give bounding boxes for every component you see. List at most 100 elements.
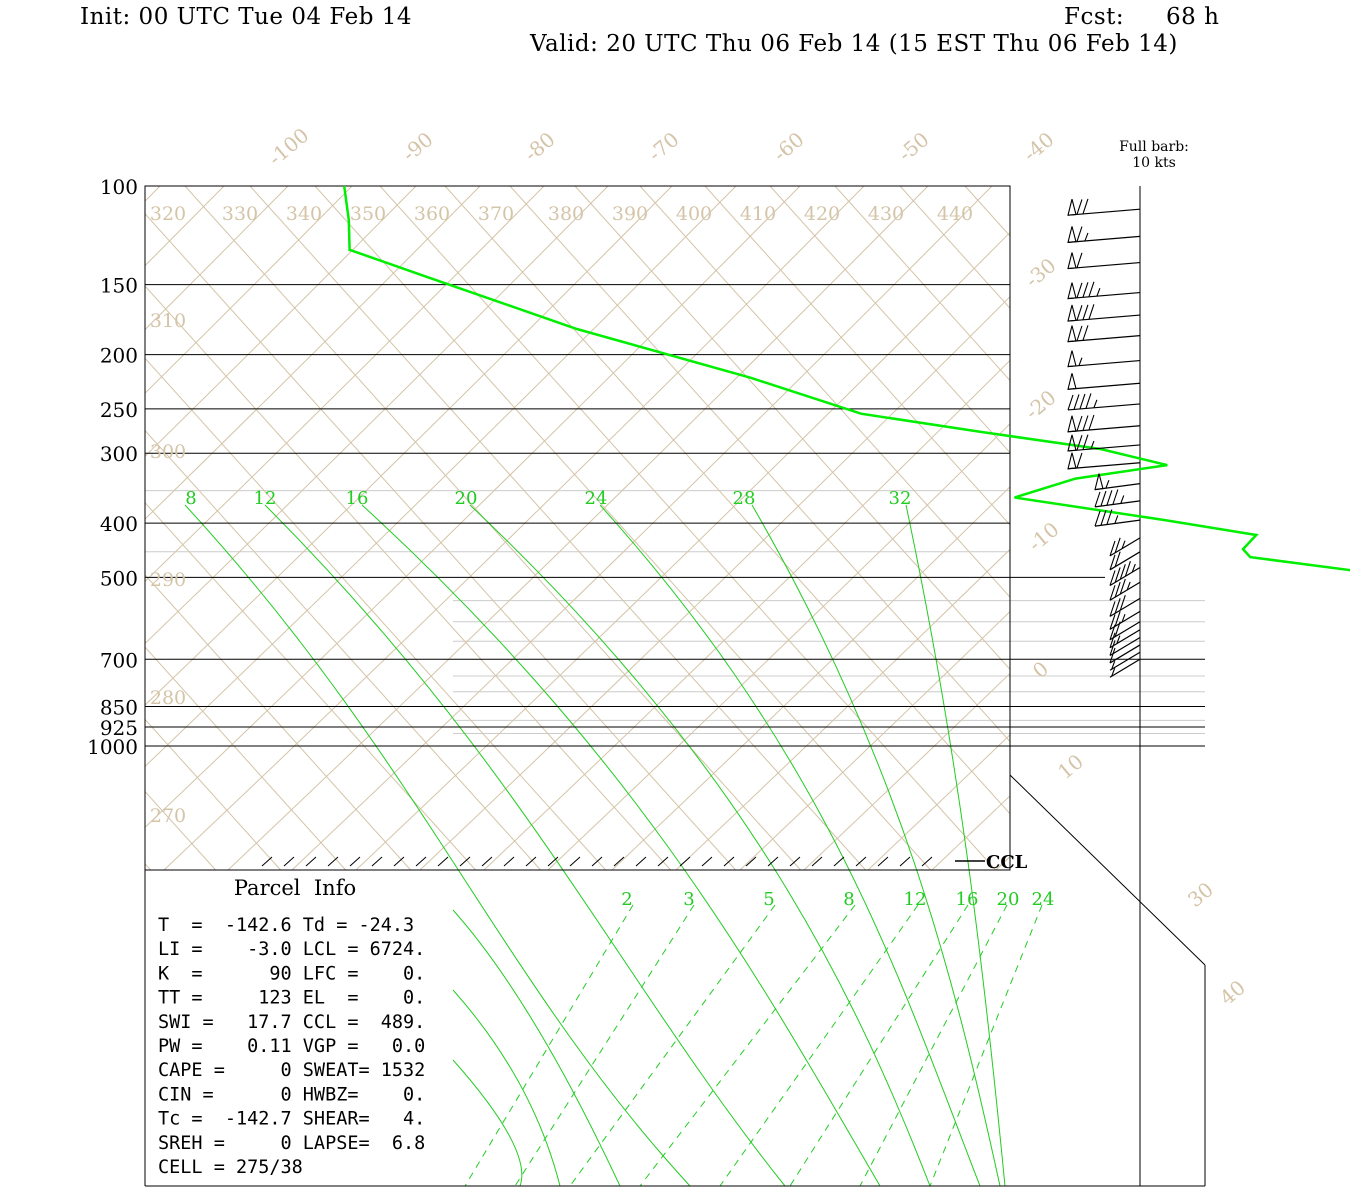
isotherm-line (184, 186, 801, 870)
mixing-ratio-label: 2 (621, 889, 632, 910)
barb-shaft (1109, 566, 1141, 587)
barb-shaft (1094, 500, 1141, 508)
lower-diagram-clip (453, 904, 1043, 1186)
temperature-label: -60 (768, 127, 808, 166)
hatch-mark (921, 856, 933, 867)
dry-adiabat-line (145, 186, 289, 331)
upper-diagram-clip (0, 186, 1350, 870)
temperature-label: -50 (893, 127, 933, 166)
barb-shaft (1067, 208, 1141, 216)
barb-pennant (1067, 282, 1077, 300)
parcel-info-row: K = 90 LFC = 0. (158, 963, 425, 984)
ccl-label: CCL (986, 852, 1028, 873)
temperature-label: -70 (643, 127, 683, 166)
temperature-label: 40 (1215, 975, 1250, 1010)
dry-adiabat-line (145, 186, 417, 458)
barb-full-tick (1124, 561, 1131, 577)
parcel-info-panel: Parcel Info T = -142.6 Td = -24.3 LI = -3.… (146, 871, 452, 1185)
barb-legend-line2: 10 kts (1132, 155, 1176, 171)
temperature-label: 10 (1053, 749, 1088, 784)
isotherm-line (0, 186, 86, 870)
barb-full-tick (1114, 567, 1121, 583)
dry-adiabat-line (611, 486, 1010, 870)
forecast-header: Init: 00 UTC Tue 04 Feb 14 Fcst: 68 h Va… (0, 0, 1350, 70)
moist-adiabat-line (751, 504, 1001, 1187)
hatch-mark (613, 856, 625, 867)
wind-barb (1067, 434, 1141, 452)
frame-layer (144, 185, 1206, 1187)
moist-adiabat-line (599, 504, 981, 1187)
barb-full-tick (1109, 624, 1116, 640)
parcel-info-row: CELL = 275/38 (158, 1157, 303, 1178)
isotherm-line (639, 186, 1010, 598)
temperature-label: -20 (1020, 385, 1060, 424)
wind-barb (1067, 414, 1141, 433)
parcel-info-row: CAPE = 0 SWEAT= 1532 (158, 1060, 425, 1081)
barb-half-tick (1090, 440, 1095, 450)
barb-half-tick (1111, 660, 1116, 670)
dry-adiabat-line (803, 672, 1010, 870)
dry-adiabat-line (0, 186, 96, 870)
barb-shaft (1109, 636, 1141, 656)
moist-adiabat-line (184, 504, 691, 1187)
isotherm-line (145, 429, 541, 870)
hatch-mark (745, 856, 757, 867)
barb-half-tick (1111, 668, 1116, 677)
barb-half-tick (1120, 495, 1125, 504)
moist-adiabat-label: 8 (185, 488, 196, 509)
temperature-label: -80 (519, 127, 559, 166)
wind-barb (1109, 561, 1141, 587)
hatch-mark (283, 856, 295, 867)
moist-adiabat-label: 28 (733, 488, 756, 509)
mixing-ratio-line (514, 904, 695, 1186)
moist-adiabat-label: 16 (346, 488, 369, 509)
isotherm-line (574, 186, 1010, 671)
mixing-ratio-line (639, 904, 856, 1186)
barb-full-tick (1076, 226, 1083, 242)
barb-shaft (1109, 537, 1141, 557)
barb-full-tick (1079, 393, 1086, 410)
barb-full-tick (1082, 325, 1089, 341)
dry-adiabat-line (1252, 186, 1350, 870)
moist-adiabat-line (264, 504, 786, 1187)
mixing-ratio-line (569, 904, 776, 1186)
wind-barb (1094, 473, 1141, 491)
dry-adiabat-line (291, 186, 993, 870)
barb-shaft (1109, 651, 1141, 671)
barb-full-tick (1076, 252, 1083, 268)
dry-adiabat-line (145, 186, 737, 768)
barb-shaft (1067, 425, 1141, 433)
hatch-mark (305, 856, 317, 867)
moist-adiabat-line (905, 504, 1006, 1187)
dry-adiabat-line (145, 186, 801, 829)
labels-layer: 1001502002503004005007008509251000CCL-10… (87, 123, 1250, 1010)
isotherm-line (145, 574, 411, 870)
theta-label: 400 (676, 203, 712, 225)
barb-pennant (1094, 473, 1104, 491)
barb-legend-line1: Full barb: (1119, 139, 1189, 155)
barb-half-tick (1116, 635, 1121, 644)
dry-adiabat-line (931, 795, 1010, 870)
pressure-tick-label: 100 (100, 175, 138, 199)
dry-adiabat-line (675, 548, 1010, 870)
wind-barb (1109, 636, 1141, 656)
barb-half-tick (1105, 479, 1110, 489)
barb-shaft (1109, 621, 1141, 641)
barb-half-tick (1096, 287, 1101, 297)
barb-full-tick (1119, 578, 1126, 595)
barb-full-tick (1067, 394, 1074, 411)
temperature-label: -30 (1020, 253, 1060, 292)
isotherm-line (444, 186, 1010, 815)
hatch-mark (657, 856, 669, 867)
pressure-tick-label: 200 (100, 344, 138, 368)
barb-full-tick (1076, 415, 1083, 432)
hatch-mark (327, 856, 339, 867)
hatch-mark (437, 856, 449, 867)
barb-half-tick (1078, 357, 1083, 366)
barb-pennant (1067, 325, 1077, 343)
barb-full-tick (1112, 489, 1119, 505)
barb-full-tick (1082, 415, 1089, 431)
barb-full-tick (1106, 509, 1113, 525)
barb-pennant (1067, 252, 1077, 270)
moist-adiabat-label: 32 (889, 488, 912, 509)
